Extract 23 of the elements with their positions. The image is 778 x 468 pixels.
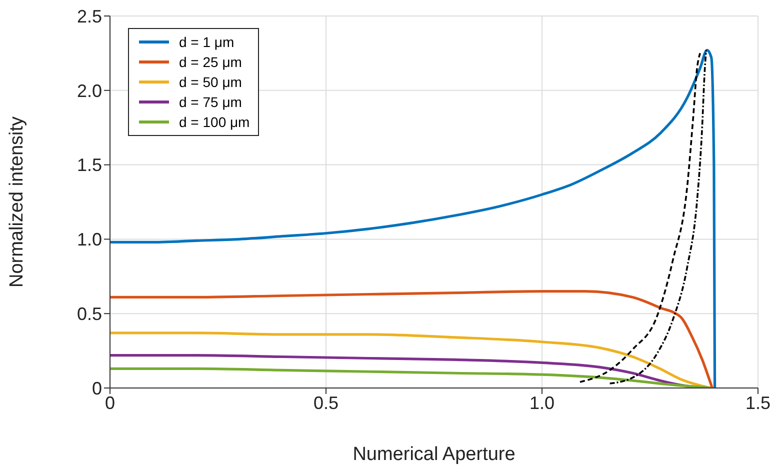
line-series [110, 48, 716, 388]
y-tick-label: 1.5 [76, 155, 102, 176]
x-tick-label: 1.5 [745, 392, 771, 413]
line-series [579, 52, 702, 383]
legend-label: d = 100 μm [179, 114, 250, 130]
line-series [110, 367, 712, 388]
y-axis-title: Normalized intensity [6, 116, 28, 288]
line-series [110, 290, 714, 388]
y-tick-label: 2.0 [76, 80, 102, 101]
legend-label: d = 75 μm [179, 94, 242, 110]
line-series [110, 332, 712, 388]
y-tick-label: 1.0 [76, 230, 102, 250]
x-tick-label: 0 [104, 392, 116, 413]
x-axis-title: Numerical Aperture [352, 444, 516, 465]
y-tick-label: 2.5 [76, 6, 102, 26]
line-series [608, 49, 708, 384]
legend-label: d = 50 μm [179, 74, 242, 90]
y-tick-label: 0 [92, 378, 102, 398]
y-tick-label: 0.5 [76, 304, 102, 324]
x-tick-label: 1.0 [529, 392, 555, 413]
legend-label: d = 25 μm [179, 54, 242, 70]
x-tick-label: 0.5 [313, 392, 339, 413]
legend-label: d = 1 μm [179, 34, 234, 50]
